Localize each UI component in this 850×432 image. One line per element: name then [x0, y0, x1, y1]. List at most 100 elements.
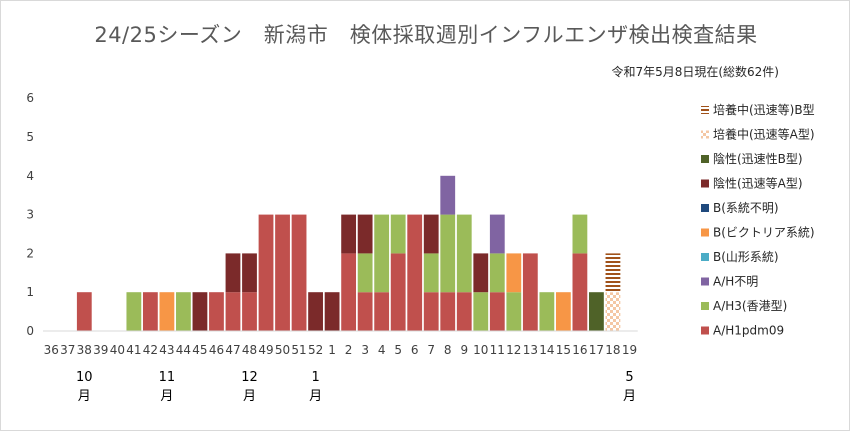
bar-segment	[572, 253, 588, 331]
legend-swatch	[701, 179, 709, 188]
bar-segment	[126, 292, 142, 331]
x-tick-label: 7	[427, 343, 435, 357]
legend-label: B(系統不明)	[713, 201, 779, 215]
bar-segment	[506, 253, 522, 293]
month-labels: 10 月 11 月 12 月 1 月 5 月	[76, 370, 636, 404]
legend-label: 陰性(迅速等A型)	[713, 177, 803, 191]
bar-segment	[423, 214, 439, 254]
bar-segment	[242, 292, 257, 331]
bar-segment	[341, 214, 357, 254]
x-tick-label: 18	[605, 343, 620, 357]
x-tick-label: 40	[110, 343, 125, 357]
bar-segment	[76, 292, 92, 331]
legend-swatch	[701, 253, 709, 261]
x-tick-label: 17	[589, 343, 604, 357]
x-tick-label: 51	[291, 343, 306, 357]
x-tick-label: 49	[258, 343, 273, 357]
chart-subtitle: 令和7年5月8日現在(総数62件)	[611, 65, 779, 79]
bar-segment	[357, 253, 373, 293]
y-tick-label: 2	[26, 246, 34, 260]
x-tick-label: 43	[159, 343, 174, 357]
month-label: 10	[76, 370, 93, 385]
bar-segment	[374, 292, 390, 331]
x-tick-label: 1	[328, 343, 336, 357]
x-tick-label: 9	[460, 343, 468, 357]
month-label: 月	[160, 389, 173, 404]
legend-label: B(ビクトリア系統)	[713, 226, 815, 240]
y-tick-label: 3	[26, 208, 34, 222]
x-tick-label: 42	[143, 343, 158, 357]
x-tick-label: 47	[225, 343, 240, 357]
legend-swatch	[701, 326, 709, 335]
x-tick-label: 12	[506, 343, 521, 357]
x-tick-label: 41	[126, 343, 141, 357]
bar-segment	[473, 292, 489, 331]
bar-segment	[522, 253, 538, 331]
bar-segment	[423, 253, 439, 293]
legend-label: B(山形系統)	[713, 250, 779, 264]
month-label: 5	[625, 370, 633, 385]
legend-swatch	[701, 228, 709, 237]
bar-segment	[489, 253, 505, 293]
bar-segment	[258, 214, 274, 331]
bar-segment	[390, 253, 406, 331]
bar-segment	[225, 292, 241, 331]
x-tick-label: 11	[490, 343, 505, 357]
bar-segment	[440, 292, 456, 331]
x-tick-label: 36	[44, 343, 59, 357]
legend-swatch	[701, 130, 709, 139]
bar-segment	[209, 292, 224, 331]
bar-segment	[572, 214, 588, 254]
x-tick-label: 45	[192, 343, 207, 357]
x-tick-label: 2	[345, 343, 353, 357]
bar-segment	[176, 292, 191, 331]
bar-segment	[539, 292, 555, 331]
x-tick-label: 5	[394, 343, 402, 357]
x-tick-label: 39	[93, 343, 108, 357]
month-label: 月	[309, 389, 322, 404]
x-tick-label: 38	[77, 343, 92, 357]
bar-segment	[159, 292, 175, 331]
bar-segment	[142, 292, 158, 331]
bar-segment	[225, 253, 241, 293]
bar-segment	[473, 253, 489, 293]
y-tick-label: 0	[26, 324, 34, 338]
bar-segment	[440, 214, 456, 293]
bar-segment	[357, 292, 373, 331]
x-tick-label: 10	[473, 343, 488, 357]
bar-segment	[374, 214, 390, 293]
x-tick-label: 50	[275, 343, 290, 357]
legend-label: 培養中(迅速等)B型	[713, 102, 815, 117]
x-tick-label: 37	[60, 343, 75, 357]
y-tick-label: 5	[26, 130, 34, 144]
bar-segment	[440, 175, 456, 215]
y-tick-label: 1	[26, 285, 34, 299]
legend-label: A/H不明	[713, 275, 758, 289]
bar-segment	[390, 214, 406, 254]
legend-label: A/H1pdm09	[713, 324, 784, 338]
x-tick-label: 14	[539, 343, 554, 357]
bar-segment	[291, 214, 307, 331]
x-tick-label: 6	[411, 343, 419, 357]
chart-title: 24/25シーズン 新潟市 検体採取週別インフルエンザ検出検査結果	[94, 23, 758, 47]
month-label: 11	[159, 370, 176, 385]
y-tick-label: 4	[26, 169, 34, 183]
legend-swatch	[701, 155, 709, 163]
bar-segment	[555, 292, 571, 331]
x-axis: 36 37 38 39 40 41 42 43 44 45 46 47 48 49 50 51 52 1 2 3 4 5 6…	[43, 330, 638, 357]
month-label: 1	[311, 370, 319, 385]
legend-swatch	[701, 204, 709, 212]
bar-segment	[456, 292, 472, 331]
bar-segment	[506, 292, 522, 331]
legend-swatch	[701, 302, 709, 310]
legend-label: 培養中(迅速等A型)	[713, 127, 815, 142]
bar-segment	[489, 292, 505, 331]
month-label: 月	[243, 389, 256, 404]
bar-segment	[308, 292, 323, 331]
legend-swatch	[701, 106, 709, 114]
bar-segment	[589, 292, 604, 331]
y-axis: 0 1 2 3 4 5 6	[26, 91, 34, 338]
